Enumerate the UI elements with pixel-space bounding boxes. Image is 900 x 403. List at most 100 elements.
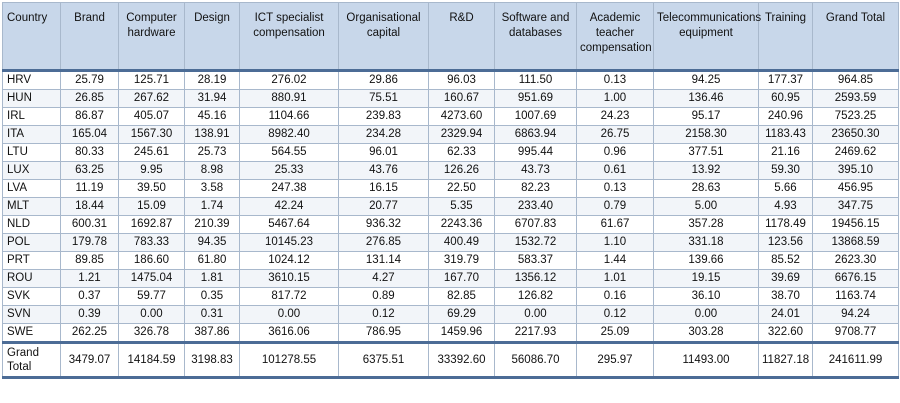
value-cell: 347.75 xyxy=(812,197,899,216)
column-header: Grand Total xyxy=(812,2,899,71)
table-row: IRL 86.87 405.07 45.16 1104.66 239.83 4273.60 1… xyxy=(2,107,899,126)
value-cell: 43.76 xyxy=(338,161,429,180)
value-cell: 28.19 xyxy=(184,70,240,90)
value-cell: 2623.30 xyxy=(812,251,899,270)
value-cell: 16.15 xyxy=(338,179,429,198)
value-cell: 8982.40 xyxy=(239,125,339,144)
value-cell: 456.95 xyxy=(812,179,899,198)
value-cell: 69.29 xyxy=(428,305,495,324)
table-row: SVK 0.37 59.77 0.35 817.72 0.89 82.85 126.82 0.1… xyxy=(2,287,899,306)
value-cell: 165.04 xyxy=(60,125,119,144)
value-cell: 0.00 xyxy=(653,305,759,324)
country-cell: HUN xyxy=(2,89,61,108)
value-cell: 319.79 xyxy=(428,251,495,270)
table-row: LVA 11.19 39.50 3.58 247.38 16.15 22.50 82.23 0.… xyxy=(2,179,899,198)
value-cell: 239.83 xyxy=(338,107,429,126)
value-cell: 26.85 xyxy=(60,89,119,108)
value-cell: 786.95 xyxy=(338,323,429,343)
value-cell: 13868.59 xyxy=(812,233,899,252)
table-row: MLT 18.44 15.09 1.74 42.24 20.77 5.35 233.40 0.7… xyxy=(2,197,899,216)
value-cell: 38.70 xyxy=(758,287,813,306)
value-cell: 21.16 xyxy=(758,143,813,162)
value-cell: 131.14 xyxy=(338,251,429,270)
value-cell: 136.46 xyxy=(653,89,759,108)
value-cell: 25.09 xyxy=(576,323,654,343)
value-cell: 6863.94 xyxy=(494,125,577,144)
value-cell: 0.00 xyxy=(494,305,577,324)
value-cell: 817.72 xyxy=(239,287,339,306)
country-cell: IRL xyxy=(2,107,61,126)
table-row: NLD 600.31 1692.87 210.39 5467.64 936.32 2243.… xyxy=(2,215,899,234)
value-cell: 31.94 xyxy=(184,89,240,108)
value-cell: 2243.36 xyxy=(428,215,495,234)
value-cell: 23650.30 xyxy=(812,125,899,144)
value-cell: 13.92 xyxy=(653,161,759,180)
table-row: HUN 26.85 267.62 31.94 880.91 75.51 160.67 951.… xyxy=(2,89,899,108)
value-cell: 387.86 xyxy=(184,323,240,343)
value-cell: 1178.49 xyxy=(758,215,813,234)
value-cell: 0.61 xyxy=(576,161,654,180)
value-cell: 1.10 xyxy=(576,233,654,252)
country-cell: LVA xyxy=(2,179,61,198)
value-cell: 0.96 xyxy=(576,143,654,162)
value-cell: 0.00 xyxy=(239,305,339,324)
grand-total-cell: 3479.07 xyxy=(60,342,119,378)
value-cell: 600.31 xyxy=(60,215,119,234)
value-cell: 19456.15 xyxy=(812,215,899,234)
grand-total-cell: 11827.18 xyxy=(758,342,813,378)
value-cell: 80.33 xyxy=(60,143,119,162)
value-cell: 4.27 xyxy=(338,269,429,288)
value-cell: 61.67 xyxy=(576,215,654,234)
value-cell: 39.50 xyxy=(118,179,185,198)
table-row: SWE 262.25 326.78 387.86 3616.06 786.95 1459.9… xyxy=(2,323,899,343)
value-cell: 951.69 xyxy=(494,89,577,108)
value-cell: 276.85 xyxy=(338,233,429,252)
value-cell: 160.67 xyxy=(428,89,495,108)
value-cell: 59.30 xyxy=(758,161,813,180)
country-cell: NLD xyxy=(2,215,61,234)
value-cell: 43.73 xyxy=(494,161,577,180)
value-cell: 331.18 xyxy=(653,233,759,252)
value-cell: 25.79 xyxy=(60,70,119,90)
value-cell: 5.35 xyxy=(428,197,495,216)
value-cell: 62.33 xyxy=(428,143,495,162)
value-cell: 2158.30 xyxy=(653,125,759,144)
value-cell: 1567.30 xyxy=(118,125,185,144)
grand-total-label: Grand Total xyxy=(2,342,61,378)
value-cell: 1532.72 xyxy=(494,233,577,252)
value-cell: 357.28 xyxy=(653,215,759,234)
column-header: R&D xyxy=(428,2,495,71)
grand-total-cell: 241611.99 xyxy=(812,342,899,378)
grand-total-cell: 3198.83 xyxy=(184,342,240,378)
value-cell: 15.09 xyxy=(118,197,185,216)
value-cell: 0.13 xyxy=(576,70,654,90)
value-cell: 123.56 xyxy=(758,233,813,252)
value-cell: 20.77 xyxy=(338,197,429,216)
value-cell: 9.95 xyxy=(118,161,185,180)
value-cell: 60.95 xyxy=(758,89,813,108)
value-cell: 42.24 xyxy=(239,197,339,216)
value-cell: 0.35 xyxy=(184,287,240,306)
value-cell: 1692.87 xyxy=(118,215,185,234)
value-cell: 2329.94 xyxy=(428,125,495,144)
value-cell: 85.52 xyxy=(758,251,813,270)
value-cell: 45.16 xyxy=(184,107,240,126)
country-cell: MLT xyxy=(2,197,61,216)
value-cell: 28.63 xyxy=(653,179,759,198)
value-cell: 179.78 xyxy=(60,233,119,252)
value-cell: 564.55 xyxy=(239,143,339,162)
value-cell: 2593.59 xyxy=(812,89,899,108)
value-cell: 0.79 xyxy=(576,197,654,216)
column-header: Brand xyxy=(60,2,119,71)
value-cell: 61.80 xyxy=(184,251,240,270)
value-cell: 3610.15 xyxy=(239,269,339,288)
value-cell: 0.12 xyxy=(338,305,429,324)
value-cell: 9708.77 xyxy=(812,323,899,343)
header-row: Country Brand Computer hardware Design ICT s… xyxy=(2,2,899,71)
value-cell: 1356.12 xyxy=(494,269,577,288)
value-cell: 24.23 xyxy=(576,107,654,126)
value-cell: 1007.69 xyxy=(494,107,577,126)
value-cell: 395.10 xyxy=(812,161,899,180)
country-cell: SVK xyxy=(2,287,61,306)
value-cell: 936.32 xyxy=(338,215,429,234)
